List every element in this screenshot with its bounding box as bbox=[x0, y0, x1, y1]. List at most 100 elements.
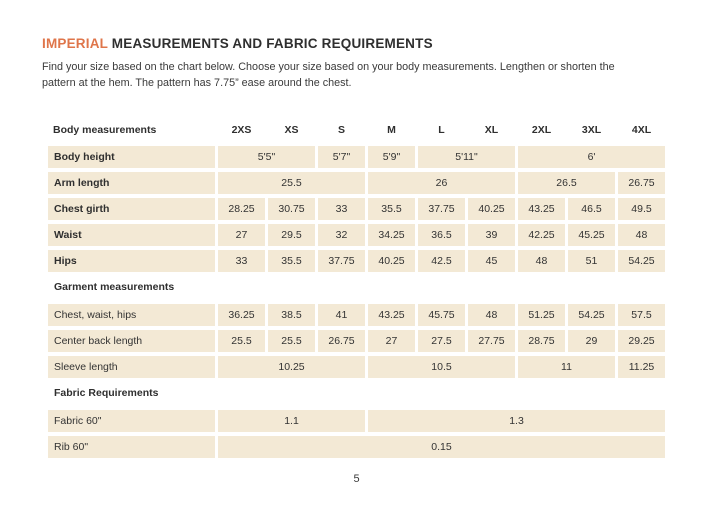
size-column-header-l: L bbox=[438, 124, 445, 136]
row-label-arm-length: Arm length bbox=[48, 172, 215, 194]
value-cell-waist: 32 bbox=[318, 224, 365, 246]
value-cell-sleeve-length: 11 bbox=[518, 356, 615, 378]
value-cell-chest-waist-hips: 41 bbox=[318, 304, 365, 326]
table-row-body-height: Body height 5'5" 5'7" 5'9" 5'11" 6' bbox=[48, 146, 665, 168]
value-cell-arm-length: 26.75 bbox=[618, 172, 665, 194]
section-header-garment-measurements: Garment measurements bbox=[54, 281, 175, 293]
size-column-header-m: M bbox=[387, 124, 396, 136]
value-cell-chest-girth: 37.75 bbox=[418, 198, 465, 220]
value-cell-chest-waist-hips: 57.5 bbox=[618, 304, 665, 326]
value-cell-waist: 27 bbox=[218, 224, 265, 246]
title-highlight: IMPERIAL bbox=[42, 36, 108, 51]
value-cell-sleeve-length: 11.25 bbox=[618, 356, 665, 378]
value-cell-waist: 29.5 bbox=[268, 224, 315, 246]
size-column-headers: 2XS XS S M L XL 2XL 3XL 4XL bbox=[218, 124, 665, 136]
row-label-chest-waist-hips: Chest, waist, hips bbox=[48, 304, 215, 326]
value-cell-body-height: 5'7" bbox=[318, 146, 365, 168]
value-cell-hips: 40.25 bbox=[368, 250, 415, 272]
column-header-body-measurements: Body measurements bbox=[53, 124, 157, 136]
value-cell-fabric-60: 1.1 bbox=[218, 410, 365, 432]
size-chart: Body measurements 2XS XS S M L XL 2XL 3XL 4XL Bo… bbox=[48, 123, 665, 458]
value-cell-chest-waist-hips: 38.5 bbox=[268, 304, 315, 326]
table-row-hips: Hips 33 35.5 37.75 40.25 42.5 45 48 51 54.25 bbox=[48, 250, 665, 272]
value-cell-arm-length: 26.5 bbox=[518, 172, 615, 194]
value-cell-center-back-length: 27.5 bbox=[418, 330, 465, 352]
size-column-header-xs: XS bbox=[284, 124, 299, 136]
table-row-arm-length: Arm length 25.5 26 26.5 26.75 bbox=[48, 172, 665, 194]
value-cell-fabric-60: 1.3 bbox=[368, 410, 665, 432]
title-rest: MEASUREMENTS AND FABRIC REQUIREMENTS bbox=[107, 36, 433, 51]
size-column-header-s: S bbox=[337, 124, 345, 136]
value-cell-body-height: 6' bbox=[518, 146, 665, 168]
size-column-header-2xl: 2XL bbox=[531, 124, 552, 136]
size-header-row: Body measurements 2XS XS S M L XL 2XL 3XL 4XL bbox=[48, 123, 665, 137]
value-cell-center-back-length: 28.75 bbox=[518, 330, 565, 352]
value-cell-hips: 33 bbox=[218, 250, 265, 272]
size-column-header-3xl: 3XL bbox=[581, 124, 602, 136]
value-cell-center-back-length: 27 bbox=[368, 330, 415, 352]
value-cell-chest-waist-hips: 43.25 bbox=[368, 304, 415, 326]
page-number: 5 bbox=[353, 473, 360, 485]
description-line-1: Find your size based on the chart below.… bbox=[42, 61, 615, 73]
row-label-fabric-60: Fabric 60" bbox=[48, 410, 215, 432]
value-cell-chest-waist-hips: 51.25 bbox=[518, 304, 565, 326]
row-label-hips: Hips bbox=[48, 250, 215, 272]
description: Find your size based on the chart below.… bbox=[42, 59, 720, 91]
value-cell-rib-60: 0.15 bbox=[218, 436, 665, 458]
value-cell-arm-length: 25.5 bbox=[218, 172, 365, 194]
value-cell-waist: 45.25 bbox=[568, 224, 615, 246]
value-cell-center-back-length: 25.5 bbox=[218, 330, 265, 352]
value-cell-chest-girth: 28.25 bbox=[218, 198, 265, 220]
value-cell-chest-girth: 43.25 bbox=[518, 198, 565, 220]
value-cell-waist: 48 bbox=[618, 224, 665, 246]
value-cell-waist: 36.5 bbox=[418, 224, 465, 246]
size-column-header-2xs: 2XS bbox=[231, 124, 252, 136]
value-cell-chest-waist-hips: 36.25 bbox=[218, 304, 265, 326]
value-cell-hips: 51 bbox=[568, 250, 615, 272]
value-cell-sleeve-length: 10.25 bbox=[218, 356, 365, 378]
value-cell-chest-girth: 49.5 bbox=[618, 198, 665, 220]
table-row-sleeve-length: Sleeve length 10.25 10.5 11 11.25 bbox=[48, 356, 665, 378]
value-cell-chest-girth: 35.5 bbox=[368, 198, 415, 220]
value-cell-hips: 45 bbox=[468, 250, 515, 272]
value-cell-arm-length: 26 bbox=[368, 172, 515, 194]
row-label-chest-girth: Chest girth bbox=[48, 198, 215, 220]
row-label-center-back-length: Center back length bbox=[48, 330, 215, 352]
table-row-chest-waist-hips: Chest, waist, hips 36.25 38.5 41 43.25 45.75 4… bbox=[48, 304, 665, 326]
value-cell-chest-girth: 30.75 bbox=[268, 198, 315, 220]
row-label-body-height: Body height bbox=[48, 146, 215, 168]
document-page: IMPERIAL MEASUREMENTS AND FABRIC REQUIRE… bbox=[42, 36, 720, 485]
value-cell-body-height: 5'11" bbox=[418, 146, 515, 168]
value-cell-hips: 37.75 bbox=[318, 250, 365, 272]
value-cell-body-height: 5'9" bbox=[368, 146, 415, 168]
table-row-rib-60: Rib 60" 0.15 bbox=[48, 436, 665, 458]
value-cell-center-back-length: 29.25 bbox=[618, 330, 665, 352]
value-cell-hips: 42.5 bbox=[418, 250, 465, 272]
value-cell-chest-waist-hips: 54.25 bbox=[568, 304, 615, 326]
table-row-waist: Waist 27 29.5 32 34.25 36.5 39 42.25 45.25 48 bbox=[48, 224, 665, 246]
value-cell-hips: 48 bbox=[518, 250, 565, 272]
table-row-chest-girth: Chest girth 28.25 30.75 33 35.5 37.75 40.25 43.… bbox=[48, 198, 665, 220]
value-cell-body-height: 5'5" bbox=[218, 146, 315, 168]
size-column-header-4xl: 4XL bbox=[631, 124, 652, 136]
value-cell-chest-girth: 33 bbox=[318, 198, 365, 220]
value-cell-chest-waist-hips: 48 bbox=[468, 304, 515, 326]
table-row-center-back-length: Center back length 25.5 25.5 26.75 27 27.5 27.… bbox=[48, 330, 665, 352]
value-cell-chest-girth: 46.5 bbox=[568, 198, 615, 220]
value-cell-hips: 54.25 bbox=[618, 250, 665, 272]
size-chart-body: Body height 5'5" 5'7" 5'9" 5'11" 6' Arm length… bbox=[48, 146, 665, 458]
value-cell-chest-girth: 40.25 bbox=[468, 198, 515, 220]
value-cell-sleeve-length: 10.5 bbox=[368, 356, 515, 378]
description-line-2: pattern at the hem. The pattern has 7.75… bbox=[42, 77, 352, 89]
value-cell-waist: 34.25 bbox=[368, 224, 415, 246]
row-label-waist: Waist bbox=[48, 224, 215, 246]
value-cell-chest-waist-hips: 45.75 bbox=[418, 304, 465, 326]
value-cell-center-back-length: 25.5 bbox=[268, 330, 315, 352]
row-label-sleeve-length: Sleeve length bbox=[48, 356, 215, 378]
value-cell-center-back-length: 29 bbox=[568, 330, 615, 352]
row-label-rib-60: Rib 60" bbox=[48, 436, 215, 458]
value-cell-center-back-length: 26.75 bbox=[318, 330, 365, 352]
page-title: IMPERIAL MEASUREMENTS AND FABRIC REQUIRE… bbox=[42, 36, 720, 51]
size-column-header-xl: XL bbox=[484, 124, 499, 136]
value-cell-center-back-length: 27.75 bbox=[468, 330, 515, 352]
